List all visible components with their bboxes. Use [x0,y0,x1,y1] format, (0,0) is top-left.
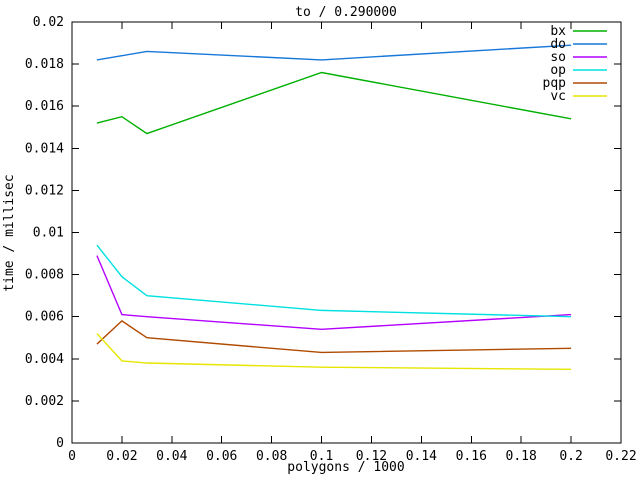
x-tick-label: 0.08 [256,449,287,464]
legend-label-bx: bx [550,24,566,39]
x-tick-label: 0 [68,449,76,464]
y-tick-label: 0.02 [33,15,64,30]
chart-title: to / 0.290000 [295,5,397,20]
series-line-op [96,244,572,318]
x-tick-label: 0.12 [356,449,387,464]
y-tick-label: 0.018 [25,57,64,72]
y-tick-label: 0.01 [33,226,64,241]
x-tick-label: 0.2 [559,449,582,464]
series-line-pqp [96,320,572,354]
legend-label-do: do [550,37,566,52]
axis-ticks: 0 0.02 0.04 0.06 0.08 0.1 0.12 0.14 0.16 0.18 0.2 0… [25,15,637,464]
y-tick-label: 0.006 [25,310,64,325]
x-tick-label: 0.06 [206,449,237,464]
plot-border [71,21,622,444]
legend-label-pqp: pqp [543,76,567,91]
y-tick-label: 0.008 [25,268,64,283]
series-line-bx [96,71,572,135]
x-tick-label: 0.16 [456,449,487,464]
y-tick-label: 0.002 [25,394,64,409]
series-line-do [96,44,572,61]
legend-label-so: so [550,50,566,65]
series-line-vc [96,333,572,371]
x-tick-label: 0.14 [406,449,437,464]
plot-frame [71,21,622,444]
x-tick-label: 0.04 [156,449,187,464]
x-tick-label: 0.1 [310,449,333,464]
x-tick-label: 0.02 [106,449,137,464]
y-tick-label: 0.004 [25,352,64,367]
y-tick-label: 0.012 [25,183,64,198]
y-tick-label: 0.014 [25,141,64,156]
x-tick-label: 0.18 [506,449,537,464]
legend-label-op: op [550,63,566,78]
y-tick-label: 0 [56,436,64,451]
x-tick-label: 0.22 [605,449,636,464]
y-tick-label: 0.016 [25,99,64,114]
series-line-so [96,255,572,331]
x-axis-label: polygons / 1000 [287,460,404,475]
series-lines [96,44,572,371]
y-axis-label: time / millisec [2,174,17,291]
legend-label-vc: vc [550,89,566,104]
